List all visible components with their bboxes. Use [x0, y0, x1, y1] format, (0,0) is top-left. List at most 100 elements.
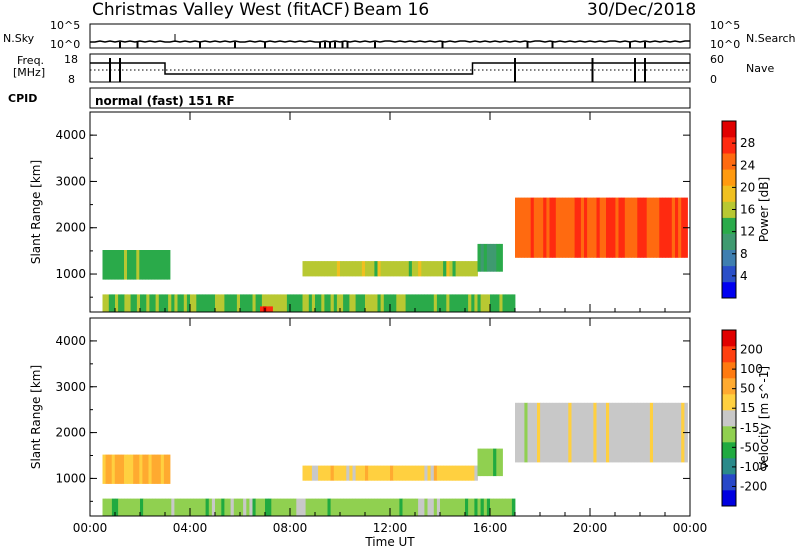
velocity-cell	[330, 498, 335, 516]
velocity-cell	[154, 454, 159, 484]
power-cell	[224, 294, 228, 312]
power-cell	[146, 294, 150, 312]
power-cell	[480, 294, 485, 312]
power-colorbar-cell	[722, 169, 736, 186]
velocity-cell	[133, 454, 137, 484]
velocity-region-1	[102, 498, 516, 516]
power-cell	[168, 294, 172, 312]
velocity-cell	[280, 498, 285, 516]
velocity-cell	[202, 498, 206, 516]
velocity-cell	[440, 498, 444, 516]
power-colorbar-label: 20	[740, 180, 755, 194]
velocity-colorbar-label: -15	[740, 421, 760, 435]
power-cell	[114, 250, 119, 280]
power-cell	[266, 306, 270, 312]
velocity-cell	[358, 498, 363, 516]
velocity-cell	[371, 498, 375, 516]
power-cell	[268, 294, 272, 312]
power-cell	[606, 197, 610, 258]
velocity-cell	[433, 498, 438, 516]
velocity-cell	[149, 498, 153, 516]
velocity-cell	[515, 402, 519, 463]
velocity-cell	[621, 402, 626, 463]
velocity-cell	[499, 448, 503, 477]
power-cell	[427, 294, 431, 312]
power-cell	[486, 243, 491, 272]
power-cell	[105, 294, 110, 312]
power-cell	[399, 261, 403, 277]
power-cell	[665, 197, 669, 258]
velocity-cell	[483, 498, 488, 516]
power-cell	[653, 197, 657, 258]
power-region-0	[102, 250, 171, 280]
power-cell	[643, 197, 648, 258]
power-colorbar-label: 28	[740, 136, 755, 150]
power-cell	[508, 294, 513, 312]
power-cell	[215, 294, 219, 312]
velocity-colorbar-label: 50	[740, 382, 755, 396]
power-cell	[108, 294, 113, 312]
velocity-cell	[274, 498, 278, 516]
velocity-cell	[196, 498, 200, 516]
velocity-cell	[443, 465, 447, 481]
velocity-cell	[415, 498, 419, 516]
velocity-cell	[393, 465, 397, 481]
velocity-cell	[458, 465, 463, 481]
power-cell	[315, 261, 319, 277]
power-cell	[236, 294, 241, 312]
power-cell	[383, 294, 388, 312]
power-cell	[139, 250, 143, 280]
velocity-cell	[486, 448, 491, 477]
velocity-cell	[296, 498, 300, 516]
velocity-cell	[558, 402, 563, 463]
power-cell	[368, 294, 372, 312]
power-cell	[321, 261, 325, 277]
velocity-cell	[424, 465, 428, 481]
power-cell	[321, 294, 325, 312]
power-cell	[352, 261, 356, 277]
velocity-cell	[186, 498, 191, 516]
power-cell	[433, 261, 438, 277]
power-colorbar-cell	[722, 233, 736, 250]
velocity-cell	[440, 465, 444, 481]
velocity-region-2	[302, 465, 478, 481]
power-cell	[190, 294, 194, 312]
velocity-cell	[115, 498, 119, 516]
power-cell	[111, 294, 116, 312]
velocity-cell	[233, 498, 238, 516]
power-cell	[393, 294, 397, 312]
velocity-cell	[505, 498, 510, 516]
power-cell	[186, 294, 191, 312]
power-cell	[108, 250, 113, 280]
power-cell	[352, 294, 356, 312]
velocity-cell	[668, 402, 673, 463]
power-cell	[443, 261, 447, 277]
velocity-cell	[562, 402, 566, 463]
power-colorbar-label: 8	[740, 247, 748, 261]
velocity-cell	[599, 402, 604, 463]
power-cell	[571, 197, 575, 258]
velocity-cell	[540, 402, 544, 463]
velocity-cell	[145, 454, 149, 484]
beam-label: Beam 16	[353, 0, 430, 20]
power-cell	[468, 294, 472, 312]
velocity-cell	[290, 498, 294, 516]
velocity-cell	[108, 498, 113, 516]
velocity-colorbar-label: 200	[740, 343, 763, 357]
velocity-cell	[490, 448, 494, 477]
velocity-cell	[352, 498, 356, 516]
velocity-colorbar-label: -50	[740, 440, 760, 454]
velocity-cell	[386, 498, 391, 516]
velocity-cell	[130, 498, 135, 516]
velocity-cell	[230, 498, 235, 516]
power-cell	[269, 306, 273, 312]
velocity-cell	[127, 498, 131, 516]
power-cell	[152, 294, 156, 312]
power-cell	[565, 197, 569, 258]
power-cell	[102, 294, 106, 312]
velocity-cell	[143, 498, 147, 516]
velocity-cell	[552, 402, 557, 463]
power-cell	[505, 294, 510, 312]
power-cell	[383, 261, 388, 277]
velocity-cell	[311, 465, 316, 481]
